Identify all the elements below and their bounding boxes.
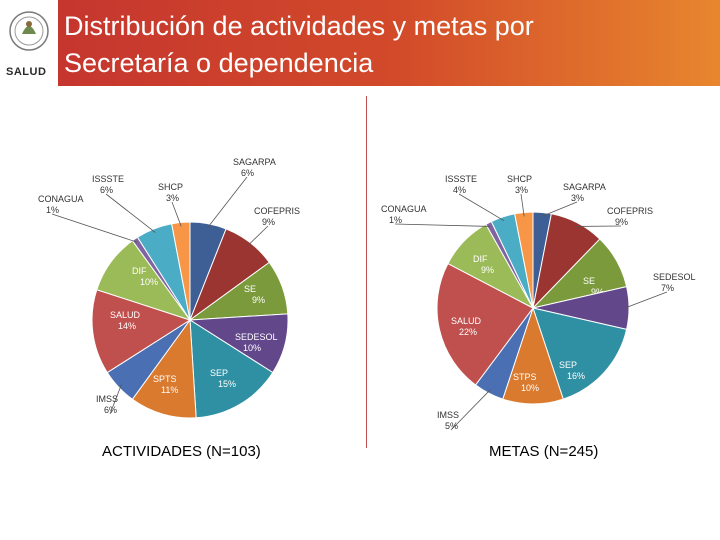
slice-name-label: SEP	[210, 368, 228, 378]
slice-percent-label: 6%	[100, 185, 113, 195]
slice-percent-label: 11%	[161, 385, 178, 395]
pie-chart-metas: SAGARPA3%COFEPRIS9%SE9%SEDESOL7%SEP16%ST…	[381, 174, 696, 431]
slice-percent-label: 6%	[104, 405, 117, 415]
leader-line	[520, 193, 525, 217]
slice-name-label: SEDESOL	[653, 272, 696, 282]
logo: SALUD	[0, 0, 58, 86]
slice-percent-label: 10%	[521, 383, 539, 393]
slice-name-label: STPS	[513, 372, 537, 382]
leader-line	[247, 225, 269, 247]
leader-line	[207, 176, 248, 228]
chart-divider	[366, 96, 367, 448]
logo-text: SALUD	[6, 66, 47, 78]
slice-name-label: SE	[244, 284, 256, 294]
leader-line	[109, 384, 122, 415]
slice-percent-label: 16%	[567, 371, 585, 381]
pie-slice-sep	[189, 319, 274, 419]
slice-percent-label: 1%	[46, 205, 59, 215]
slice-percent-label: 22%	[459, 327, 477, 337]
slice-name-label: ISSSTE	[445, 174, 477, 184]
slice-name-label: DIF	[132, 266, 147, 276]
pie-slice-salud	[436, 262, 534, 386]
slice-name-label: IMSS	[437, 410, 459, 420]
slice-name-label: SHCP	[507, 174, 532, 184]
slice-percent-label: 9%	[481, 265, 494, 275]
pie-chart-actividades: SAGARPA6%COFEPRIS9%SE9%SEDESOL10%SEP15%S…	[38, 157, 300, 419]
title-line-1: Distribución de actividades y metas por	[64, 11, 534, 41]
slice-name-label: SE	[583, 276, 595, 286]
slice-name-label: SHCP	[158, 182, 183, 192]
slice-percent-label: 3%	[166, 193, 179, 203]
header-banner: SALUD Distribución de actividades y meta…	[0, 0, 720, 86]
slice-name-label: IMSS	[96, 394, 118, 404]
caption-metas: METAS (N=245)	[489, 443, 599, 460]
leader-line	[541, 201, 578, 217]
slice-name-label: SALUD	[110, 310, 141, 320]
slice-percent-label: 1%	[389, 215, 402, 225]
title-line-2: Secretaría o dependencia	[64, 48, 374, 78]
leader-line	[394, 223, 491, 227]
slice-name-label: SAGARPA	[563, 182, 606, 192]
slice-percent-label: 14%	[118, 321, 136, 331]
pie-slice-salud	[91, 289, 192, 374]
slice-name-label: COFEPRIS	[254, 206, 300, 216]
caption-actividades: ACTIVIDADES (N=103)	[102, 443, 261, 460]
slice-name-label: SPTS	[153, 374, 177, 384]
slice-name-label: SALUD	[451, 316, 482, 326]
slice-percent-label: 5%	[445, 421, 458, 431]
coat-of-arms-icon	[9, 11, 49, 51]
slice-name-label: DIF	[473, 254, 488, 264]
leader-line	[458, 193, 505, 222]
slice-name-label: COFEPRIS	[607, 206, 653, 216]
slice-percent-label: 10%	[243, 343, 261, 353]
pie-slice-sep	[532, 307, 628, 400]
leader-line	[624, 291, 668, 309]
slice-name-label: SEP	[559, 360, 577, 370]
leader-line	[105, 193, 156, 233]
pie-slice-spts	[131, 318, 197, 419]
slice-name-label: CONAGUA	[381, 204, 427, 214]
leader-line	[171, 201, 182, 227]
slice-percent-label: 9%	[252, 295, 265, 305]
slice-percent-label: 3%	[571, 193, 584, 203]
slice-percent-label: 9%	[615, 217, 628, 227]
slice-percent-label: 10%	[140, 277, 158, 287]
leader-line	[450, 389, 491, 431]
slice-percent-label: 7%	[661, 283, 674, 293]
slice-percent-label: 3%	[515, 185, 528, 195]
pie-slice-shcp	[171, 221, 191, 321]
slice-name-label: CONAGUA	[38, 194, 84, 204]
slice-percent-label: 6%	[241, 168, 254, 178]
leader-line	[51, 213, 138, 243]
slice-percent-label: 9%	[262, 217, 275, 227]
slice-percent-label: 4%	[453, 185, 466, 195]
slice-percent-label: 15%	[218, 379, 236, 389]
page-title: Distribución de actividades y metas por …	[64, 8, 704, 82]
slice-percent-label: 9%	[591, 287, 604, 297]
slice-name-label: SEDESOL	[235, 332, 278, 342]
slice-name-label: SAGARPA	[233, 157, 276, 167]
slice-name-label: ISSSTE	[92, 174, 124, 184]
